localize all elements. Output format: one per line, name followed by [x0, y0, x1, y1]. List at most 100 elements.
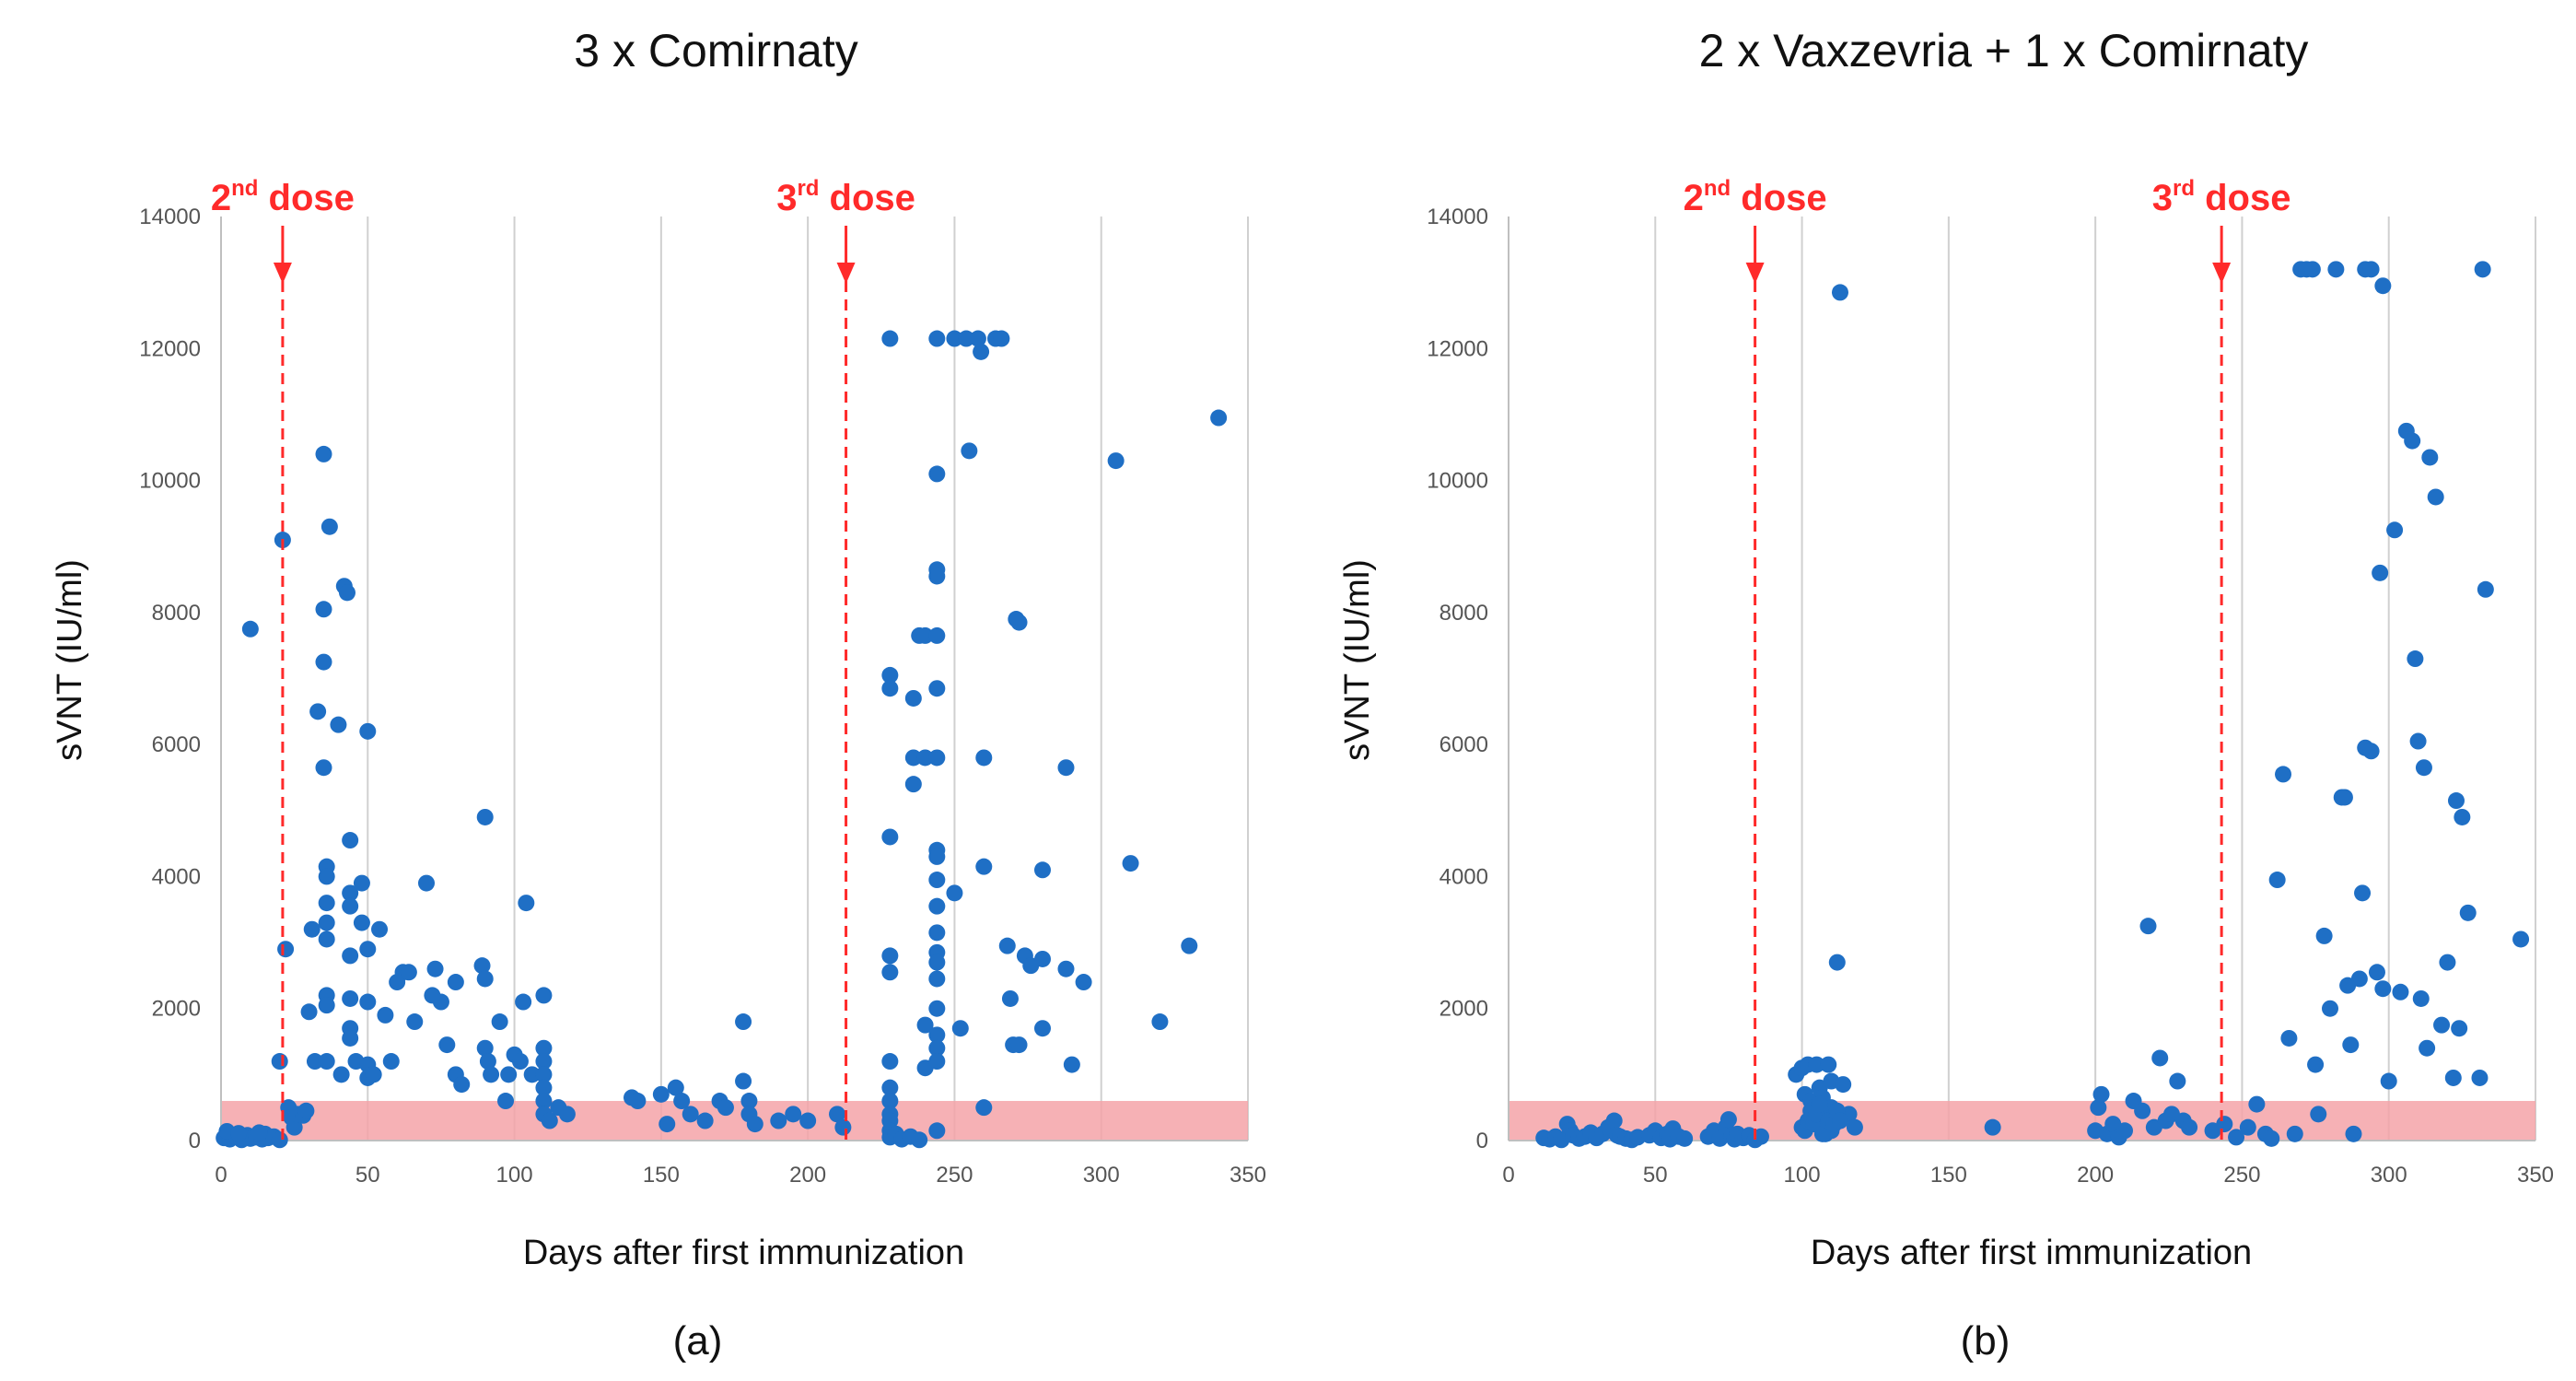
- data-point: [2372, 564, 2389, 581]
- data-point: [318, 914, 335, 931]
- data-point: [1057, 960, 1075, 977]
- data-point: [904, 689, 922, 707]
- data-point: [2415, 759, 2432, 777]
- data-point: [881, 666, 899, 684]
- data-point: [2362, 743, 2380, 760]
- data-point: [975, 749, 993, 767]
- data-point: [1828, 954, 1846, 971]
- chart-title: 3 x Comirnaty: [574, 25, 857, 76]
- data-point: [271, 1053, 288, 1071]
- data-point: [973, 343, 990, 360]
- data-point: [1122, 855, 1139, 872]
- data-point: [958, 330, 975, 347]
- data-point: [315, 653, 332, 671]
- data-point: [1181, 937, 1198, 954]
- data-point: [2181, 1118, 2198, 1136]
- data-point: [1846, 1118, 1863, 1136]
- x-tick-label: 300: [1083, 1163, 1120, 1188]
- data-point: [2374, 980, 2392, 998]
- data-point: [881, 947, 899, 965]
- data-point: [2228, 1129, 2245, 1146]
- data-point: [318, 930, 335, 948]
- data-point: [916, 1016, 934, 1034]
- dose-label: 2nd dose: [211, 176, 355, 218]
- x-tick-label: 200: [789, 1163, 826, 1188]
- data-point: [306, 1053, 323, 1071]
- data-point: [1210, 409, 1228, 427]
- data-point: [359, 941, 377, 958]
- data-point: [277, 941, 295, 958]
- data-point: [928, 1122, 946, 1140]
- dose-label: 3rd dose: [2152, 176, 2291, 218]
- data-point: [2322, 1000, 2338, 1017]
- data-point: [315, 601, 332, 618]
- data-point: [453, 1076, 471, 1094]
- data-point: [541, 1112, 558, 1129]
- data-point: [1752, 1128, 1769, 1145]
- data-point: [518, 895, 535, 912]
- threshold-band: [221, 1101, 1248, 1141]
- data-point: [2474, 261, 2491, 278]
- data-point: [315, 445, 332, 462]
- data-point: [535, 1066, 553, 1083]
- data-point: [834, 1118, 852, 1136]
- data-point: [353, 874, 370, 892]
- data-point: [2368, 964, 2385, 981]
- data-point: [2327, 261, 2345, 278]
- data-point: [916, 749, 934, 767]
- data-point: [904, 776, 922, 793]
- y-tick-label: 4000: [152, 864, 201, 889]
- data-point: [928, 848, 946, 865]
- data-point: [342, 897, 359, 915]
- data-point: [928, 330, 946, 347]
- data-point: [1063, 1056, 1080, 1073]
- data-point: [2092, 1085, 2110, 1103]
- data-point: [975, 1099, 993, 1117]
- data-point: [1813, 1125, 1831, 1142]
- data-point: [881, 330, 899, 347]
- data-point: [928, 626, 946, 644]
- data-point: [1835, 1076, 1852, 1094]
- y-tick-label: 0: [189, 1129, 201, 1153]
- data-point: [2216, 1116, 2233, 1133]
- y-tick-label: 0: [1476, 1129, 1488, 1153]
- data-point: [497, 1093, 515, 1110]
- data-point: [2307, 1056, 2325, 1073]
- data-point: [2444, 1069, 2462, 1086]
- data-point: [969, 330, 986, 347]
- data-point: [342, 884, 359, 902]
- data-point: [2268, 872, 2286, 889]
- x-tick-label: 150: [643, 1163, 680, 1188]
- y-axis-label: sVNT (IU/ml): [51, 559, 89, 761]
- data-point: [447, 974, 464, 991]
- x-tick-label: 250: [2223, 1163, 2260, 1188]
- data-point: [946, 884, 963, 902]
- data-point: [904, 749, 922, 767]
- data-point: [342, 947, 359, 965]
- dose-arrow-head: [1745, 263, 1765, 284]
- data-point: [2336, 789, 2353, 806]
- data-point: [1010, 614, 1028, 631]
- data-point: [535, 1079, 553, 1096]
- data-point: [1151, 1013, 1169, 1031]
- x-tick-label: 0: [215, 1163, 227, 1188]
- data-point: [359, 993, 377, 1011]
- data-point: [881, 828, 899, 846]
- data-point: [911, 1131, 928, 1149]
- y-tick-label: 6000: [152, 732, 201, 757]
- data-point: [535, 1039, 553, 1057]
- scatter-chart-svg: 2 x Vaxzevria + 1 x Comirnaty 0 50 100 150 20…: [1338, 25, 2554, 1363]
- data-point: [2427, 488, 2444, 506]
- data-point: [2409, 732, 2427, 750]
- data-point: [881, 964, 899, 981]
- data-point: [2169, 1072, 2186, 1090]
- data-point: [230, 1125, 248, 1142]
- data-point: [321, 518, 338, 535]
- data-point: [2421, 449, 2439, 466]
- data-point: [928, 1026, 946, 1044]
- chart-panel-b: 2 x Vaxzevria + 1 x Comirnaty 0 50 100 150 20…: [1288, 0, 2575, 1381]
- data-point: [2248, 1095, 2266, 1113]
- data-point: [2419, 1039, 2436, 1057]
- data-point: [928, 680, 946, 697]
- data-point: [961, 442, 978, 460]
